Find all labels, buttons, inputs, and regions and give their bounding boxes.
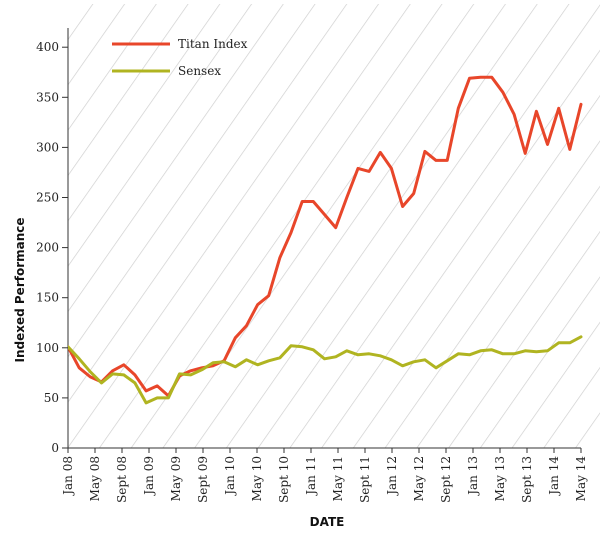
x-tick-label: May 11: [331, 456, 345, 501]
x-tick-label: Jan 10: [223, 456, 237, 497]
legend-label-sensex: Sensex: [178, 64, 221, 78]
x-tick-label: Sept 08: [115, 456, 129, 503]
x-tick-label: Jan 09: [142, 456, 156, 497]
x-tick-label: Sept 09: [196, 456, 210, 503]
x-tick-label: May 10: [250, 456, 264, 501]
y-tick-label: 150: [36, 291, 59, 305]
y-tick-label: 250: [36, 191, 59, 205]
x-tick-label: May 09: [169, 456, 183, 501]
x-tick-label: May 14: [574, 456, 588, 502]
y-tick-label: 400: [36, 40, 59, 54]
x-axis-title: DATE: [310, 515, 345, 529]
y-tick-label: 200: [36, 241, 59, 255]
y-tick-label: 0: [51, 441, 59, 455]
y-tick-label: 50: [44, 391, 59, 405]
x-tick-label: May 08: [88, 456, 102, 501]
y-tick-label: 300: [36, 140, 59, 154]
series-line-sensex: [68, 335, 583, 405]
legend: Titan Index Sensex: [112, 37, 248, 78]
x-axis: Jan 08 May 08 Sept 08 Jan 09 May 09 Sept 09 Ja…: [61, 447, 588, 503]
x-tick-label: Jan 11: [304, 456, 318, 497]
x-tick-label: Sept 10: [277, 456, 291, 503]
x-tick-label: Jan 14: [547, 456, 561, 497]
x-tick-label: Sept 12: [439, 456, 453, 503]
x-tick-label: May 12: [412, 456, 426, 501]
x-tick-label: Sept 13: [520, 456, 534, 503]
x-tick-label: Jan 13: [466, 456, 480, 497]
x-tick-label: Jan 12: [385, 456, 399, 497]
y-axis-title: Indexed Performance: [13, 217, 27, 362]
y-axis: 0 50 100 150 200 250 300 350 400: [36, 28, 69, 455]
series-layer: [68, 75, 583, 405]
x-tick-label: May 13: [493, 456, 507, 501]
y-tick-label: 100: [36, 341, 59, 355]
x-tick-label: Sept 11: [358, 456, 372, 503]
y-tick-label: 350: [36, 90, 59, 104]
series-line-titan-index: [68, 75, 583, 398]
x-tick-label: Jan 08: [61, 456, 75, 497]
legend-label-titan-index: Titan Index: [178, 37, 248, 51]
